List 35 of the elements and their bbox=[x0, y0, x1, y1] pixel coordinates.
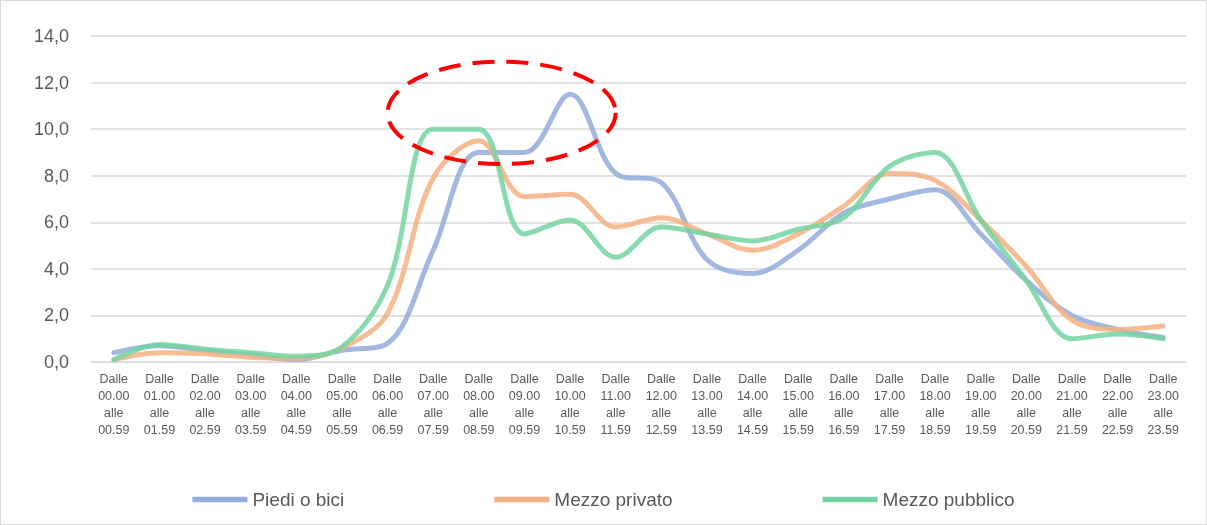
x-tick-label: Dalle 20.00 alle 20.59 bbox=[1010, 371, 1042, 437]
x-tick-label: Dalle 04.00 alle 04.59 bbox=[280, 371, 312, 437]
x-tick-label: Dalle 02.00 alle 02.59 bbox=[189, 371, 221, 437]
x-tick-label: Dalle 12.00 alle 12.59 bbox=[645, 371, 677, 437]
x-tick-label: Dalle 18.00 alle 18.59 bbox=[919, 371, 951, 437]
x-tick-label: Dalle 00.00 alle 00.59 bbox=[98, 371, 130, 437]
y-tick-label: 0,0 bbox=[43, 352, 69, 372]
y-tick-label: 4,0 bbox=[43, 258, 69, 279]
x-tick-label: Dalle 23.00 alle 23.59 bbox=[1147, 371, 1179, 437]
x-tick-label: Dalle 01.00 alle 01.59 bbox=[143, 371, 176, 437]
x-tick-label: Dalle 10.00 alle 10.59 bbox=[554, 371, 586, 437]
x-tick-label: Dalle 15.00 alle 15.59 bbox=[782, 371, 814, 437]
x-tick-label: Dalle 07.00 alle 07.59 bbox=[417, 371, 449, 437]
y-tick-label: 14,0 bbox=[33, 26, 69, 46]
x-tick-label: Dalle 05.00 alle 05.59 bbox=[326, 371, 358, 437]
legend-label: Mezzo privato bbox=[554, 489, 673, 510]
y-tick-label: 10,0 bbox=[33, 119, 69, 140]
x-tick-label: Dalle 03.00 alle 03.59 bbox=[235, 371, 267, 437]
x-tick-label: Dalle 19.00 alle 19.59 bbox=[965, 371, 997, 437]
x-tick-label: Dalle 08.00 alle 08.59 bbox=[463, 371, 495, 437]
x-tick-label: Dalle 13.00 alle 13.59 bbox=[691, 371, 723, 437]
x-tick-label: Dalle 09.00 alle 09.59 bbox=[508, 371, 541, 437]
x-tick-label: Dalle 06.00 alle 06.59 bbox=[371, 371, 404, 437]
y-tick-label: 8,0 bbox=[43, 165, 69, 186]
y-tick-label: 12,0 bbox=[33, 72, 69, 93]
legend-label: Mezzo pubblico bbox=[882, 489, 1015, 510]
legend-label: Piedi o bici bbox=[252, 489, 345, 510]
x-tick-label: Dalle 21.00 alle 21.59 bbox=[1056, 371, 1088, 437]
x-tick-label: Dalle 14.00 alle 14.59 bbox=[736, 371, 769, 437]
y-tick-label: 6,0 bbox=[43, 212, 69, 233]
x-tick-label: Dalle 16.00 alle 16.59 bbox=[828, 371, 860, 437]
y-tick-label: 2,0 bbox=[43, 305, 69, 326]
x-tick-label: Dalle 22.00 alle 22.59 bbox=[1101, 371, 1134, 437]
x-tick-label: Dalle 17.00 alle 17.59 bbox=[873, 371, 906, 437]
x-tick-label: Dalle 11.00 alle 11.59 bbox=[600, 371, 631, 437]
